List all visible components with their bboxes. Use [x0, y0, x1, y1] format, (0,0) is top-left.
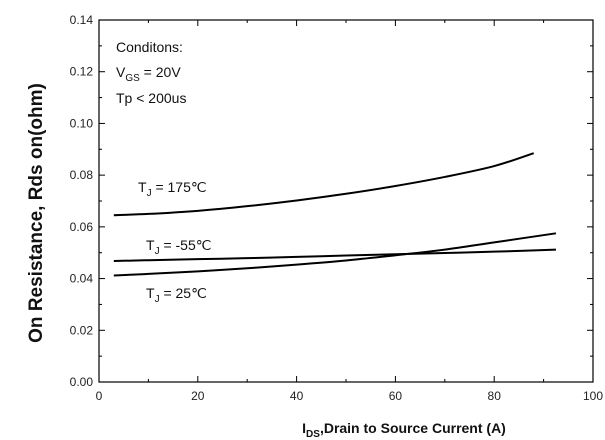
x-tick-label: 80: [488, 389, 502, 403]
y-tick-label: 0.00: [70, 375, 94, 389]
series-layer: [113, 152, 557, 277]
label-minus55c: TJ = -55℃: [146, 237, 211, 257]
conditions-title: Conditons:: [116, 39, 183, 55]
y-axis-title: On Resistance, Rds on(ohm): [26, 83, 47, 343]
x-tick-label: 60: [389, 389, 403, 403]
vgs-annotation: VGS = 20V: [116, 64, 181, 84]
y-tick-label: 0.06: [70, 220, 94, 234]
label-25c: TJ = 25℃: [146, 285, 207, 305]
series-line-0: [113, 152, 535, 217]
x-tick-label: 40: [290, 389, 304, 403]
x-axis-title: IDS,Drain to Source Current (A): [302, 420, 506, 440]
x-tick-label: 0: [96, 389, 103, 403]
tp-annotation: Tp < 200us: [116, 90, 186, 106]
y-tick-label: 0.02: [70, 323, 94, 337]
y-tick-label: 0.08: [70, 168, 94, 182]
y-tick-label: 0.10: [70, 116, 94, 130]
plot-frame: [98, 19, 594, 383]
series-line-2: [113, 232, 557, 277]
axis-ticks: 0 20 40 60 80 100 0.00 0.02 0.04 0.06 0.08 0.10 0.12…: [70, 13, 604, 403]
x-tick-label: 20: [191, 389, 205, 403]
label-175c: TJ = 175℃: [138, 179, 207, 199]
x-tick-label: 100: [583, 389, 603, 403]
y-tick-label: 0.12: [70, 65, 94, 79]
y-tick-label: 0.14: [70, 13, 94, 27]
series-line-1: [113, 248, 556, 262]
y-tick-label: 0.04: [70, 272, 94, 286]
